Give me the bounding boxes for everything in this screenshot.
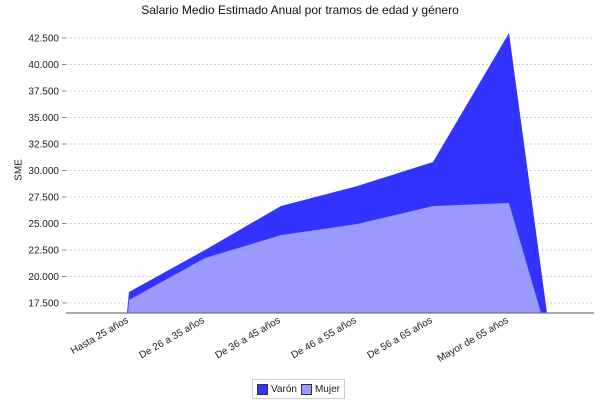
x-tick-label: De 26 a 35 años: [137, 315, 206, 361]
legend-label: Mujer: [314, 383, 340, 395]
x-tick-label: De 36 a 45 años: [213, 315, 282, 361]
y-tick-label: 37.500: [28, 87, 59, 98]
y-tick-label: 27.500: [28, 193, 59, 204]
legend-item-mujer: Mujer: [300, 383, 340, 395]
legend-swatch-mujer: [300, 383, 312, 395]
legend-swatch-varon: [257, 383, 268, 395]
chart-title: Salario Medio Estimado Anual por tramos …: [141, 3, 459, 17]
legend: Varón Mujer: [252, 379, 345, 399]
x-tick-label: Mayor de 65 años: [436, 315, 511, 365]
y-tick-label: 40.000: [28, 60, 59, 71]
y-tick-label: 20.000: [28, 272, 59, 283]
y-tick-label: 25.000: [28, 219, 59, 230]
y-tick-label: 32.500: [28, 140, 59, 151]
y-tick-label: 42.500: [28, 34, 59, 45]
legend-item-varon: Varón: [257, 383, 297, 395]
area-mujer: [128, 203, 541, 313]
y-tick-label: 22.500: [28, 246, 59, 257]
legend-label: Varón: [271, 383, 297, 395]
x-tick-label: De 56 a 65 años: [365, 315, 434, 361]
y-tick-label: 17.500: [28, 299, 59, 310]
y-tick-label: 30.000: [28, 166, 59, 177]
x-tick-label: De 46 a 55 años: [289, 315, 358, 361]
x-tick-label: Hasta 25 años: [69, 315, 130, 357]
y-tick-label: 35.000: [28, 113, 59, 124]
